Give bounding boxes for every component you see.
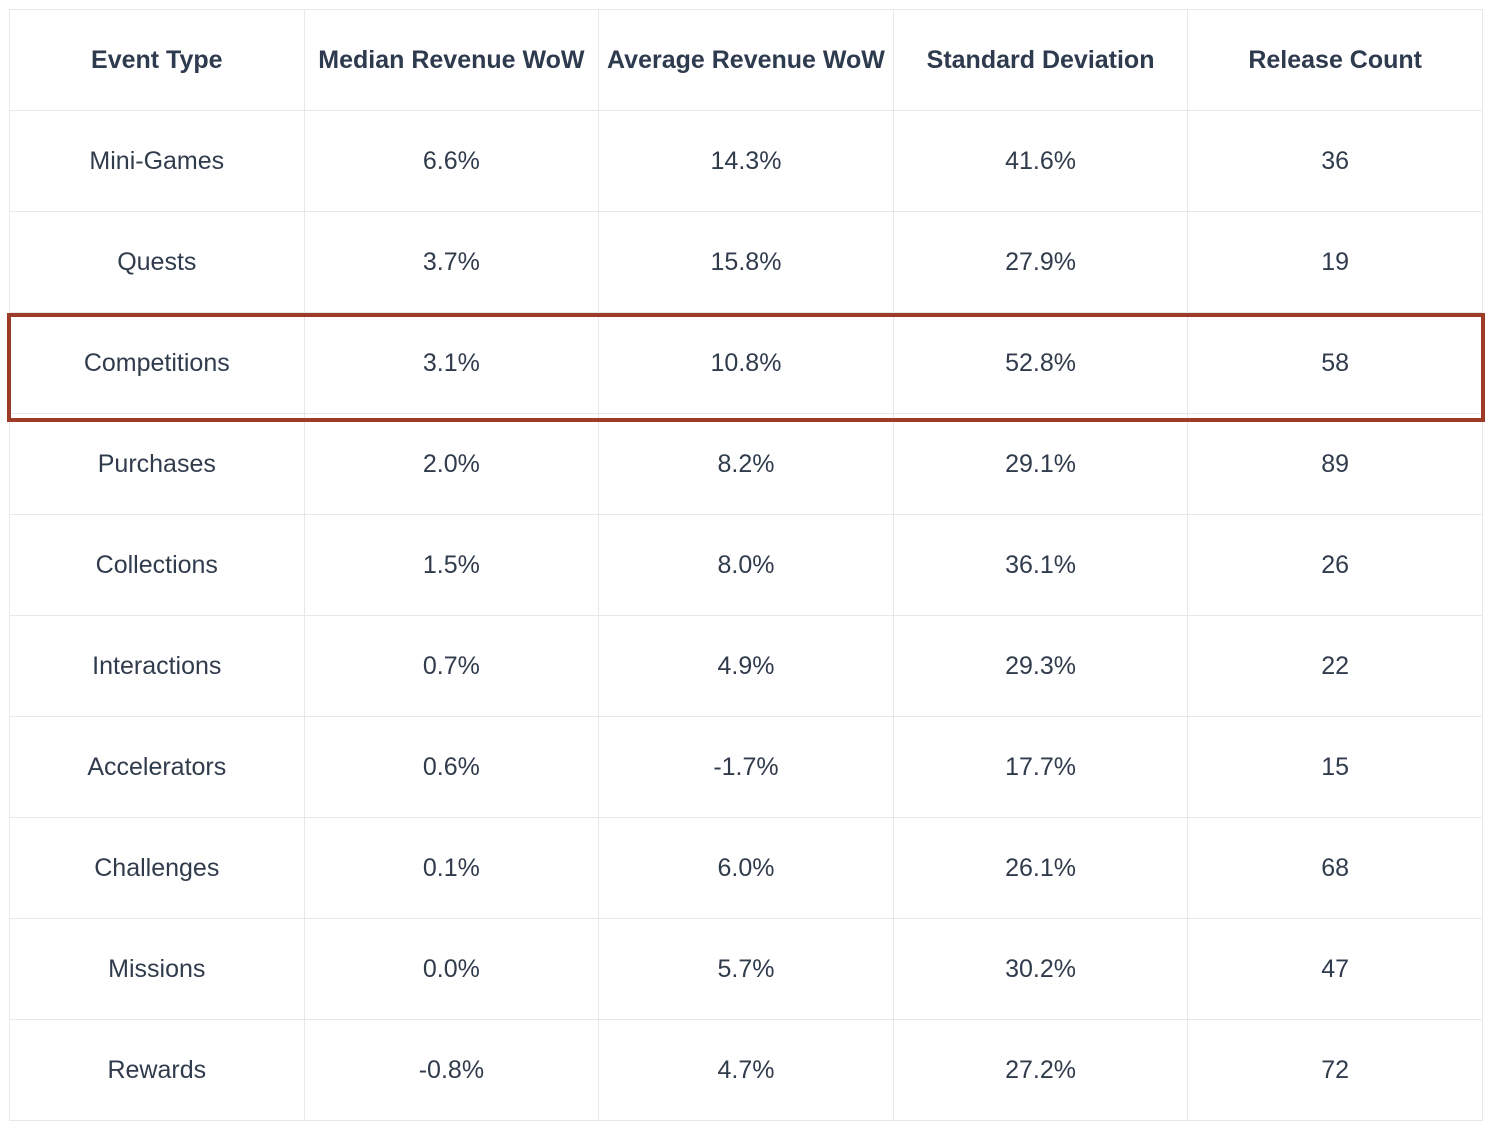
cell-median-revenue: 0.6% (303, 716, 600, 818)
table-row: Missions 0.0% 5.7% 30.2% 47 (9, 918, 1483, 1020)
cell-release-count: 72 (1187, 1019, 1483, 1121)
cell-average-revenue: 15.8% (598, 211, 894, 313)
event-type-revenue-table: Event Type Median Revenue WoW Average Re… (9, 9, 1483, 1121)
cell-event-type: Collections (9, 514, 305, 616)
cell-average-revenue: 8.0% (598, 514, 894, 616)
data-table-container: Event Type Median Revenue WoW Average Re… (9, 9, 1483, 1121)
header-release-count: Release Count (1187, 9, 1483, 111)
table-row: Challenges 0.1% 6.0% 26.1% 68 (9, 817, 1483, 919)
cell-event-type: Interactions (9, 615, 305, 717)
cell-average-revenue: -1.7% (598, 716, 894, 818)
cell-average-revenue: 4.7% (598, 1019, 894, 1121)
table-row: Rewards -0.8% 4.7% 27.2% 72 (9, 1019, 1483, 1121)
cell-release-count: 19 (1187, 211, 1483, 313)
cell-event-type: Rewards (9, 1019, 305, 1121)
cell-average-revenue: 6.0% (598, 817, 894, 919)
cell-release-count: 36 (1187, 110, 1483, 212)
cell-release-count: 47 (1187, 918, 1483, 1020)
cell-median-revenue: 3.1% (303, 312, 600, 414)
cell-median-revenue: 2.0% (303, 413, 600, 515)
cell-average-revenue: 8.2% (598, 413, 894, 515)
table-row: Collections 1.5% 8.0% 36.1% 26 (9, 514, 1483, 616)
header-average-revenue-wow: Average Revenue WoW (598, 9, 894, 111)
cell-average-revenue: 4.9% (598, 615, 894, 717)
cell-event-type: Competitions (9, 312, 305, 414)
cell-event-type: Missions (9, 918, 305, 1020)
cell-average-revenue: 5.7% (598, 918, 894, 1020)
table-body: Mini-Games 6.6% 14.3% 41.6% 36 Quests 3.… (9, 110, 1483, 1121)
cell-median-revenue: 0.0% (303, 918, 600, 1020)
cell-median-revenue: -0.8% (303, 1019, 600, 1121)
cell-median-revenue: 0.1% (303, 817, 600, 919)
cell-median-revenue: 3.7% (303, 211, 600, 313)
cell-standard-deviation: 29.1% (892, 413, 1189, 515)
cell-standard-deviation: 17.7% (892, 716, 1189, 818)
cell-release-count: 22 (1187, 615, 1483, 717)
cell-standard-deviation: 36.1% (892, 514, 1189, 616)
cell-average-revenue: 14.3% (598, 110, 894, 212)
cell-standard-deviation: 52.8% (892, 312, 1189, 414)
table-row: Accelerators 0.6% -1.7% 17.7% 15 (9, 716, 1483, 818)
cell-event-type: Accelerators (9, 716, 305, 818)
table-row: Purchases 2.0% 8.2% 29.1% 89 (9, 413, 1483, 515)
header-event-type: Event Type (9, 9, 305, 111)
cell-release-count: 26 (1187, 514, 1483, 616)
cell-median-revenue: 6.6% (303, 110, 600, 212)
cell-median-revenue: 1.5% (303, 514, 600, 616)
table-header-row: Event Type Median Revenue WoW Average Re… (9, 9, 1483, 111)
table-row: Interactions 0.7% 4.9% 29.3% 22 (9, 615, 1483, 717)
header-standard-deviation: Standard Deviation (892, 9, 1189, 111)
cell-release-count: 58 (1187, 312, 1483, 414)
cell-standard-deviation: 26.1% (892, 817, 1189, 919)
table-row: Quests 3.7% 15.8% 27.9% 19 (9, 211, 1483, 313)
cell-event-type: Purchases (9, 413, 305, 515)
cell-standard-deviation: 41.6% (892, 110, 1189, 212)
cell-median-revenue: 0.7% (303, 615, 600, 717)
cell-release-count: 15 (1187, 716, 1483, 818)
cell-event-type: Mini-Games (9, 110, 305, 212)
table-row: Mini-Games 6.6% 14.3% 41.6% 36 (9, 110, 1483, 212)
cell-standard-deviation: 29.3% (892, 615, 1189, 717)
cell-event-type: Challenges (9, 817, 305, 919)
table-row-highlighted: Competitions 3.1% 10.8% 52.8% 58 (9, 312, 1483, 414)
header-median-revenue-wow: Median Revenue WoW (303, 9, 600, 111)
cell-standard-deviation: 30.2% (892, 918, 1189, 1020)
cell-standard-deviation: 27.9% (892, 211, 1189, 313)
cell-average-revenue: 10.8% (598, 312, 894, 414)
cell-release-count: 68 (1187, 817, 1483, 919)
cell-standard-deviation: 27.2% (892, 1019, 1189, 1121)
cell-event-type: Quests (9, 211, 305, 313)
cell-release-count: 89 (1187, 413, 1483, 515)
